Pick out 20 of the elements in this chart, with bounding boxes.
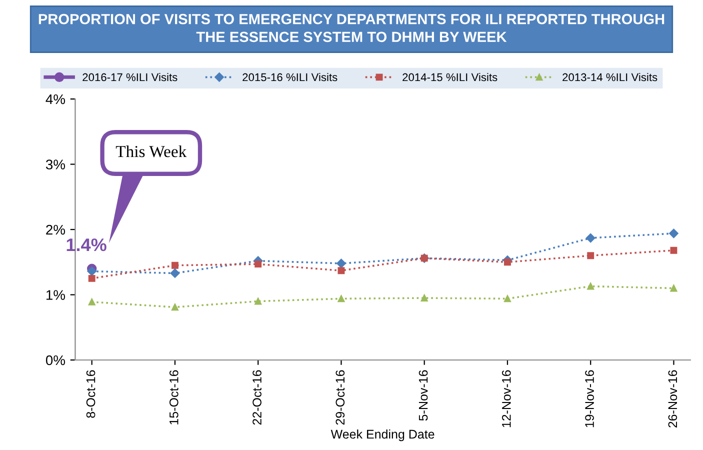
annotation: This Week	[116, 145, 187, 158]
y-tick-label: 2%	[46, 224, 66, 235]
x-tick-label: 5-Nov-16	[418, 370, 428, 421]
legend-label: 2013-14 %ILI Visits	[562, 73, 658, 82]
x-tick-label: 8-Oct-16	[86, 370, 96, 418]
x-tick-label: 12-Nov-16	[502, 370, 511, 428]
x-axis-title: Week Ending Date	[330, 429, 434, 442]
y-tick-label: 3%	[46, 160, 66, 170]
x-tick-label: 29-Oct-16	[336, 370, 345, 425]
x-tick-label: 26-Nov-16	[668, 370, 678, 428]
y-tick-label: 0%	[46, 355, 66, 366]
x-tick-label: 22-Oct-16	[252, 370, 262, 425]
x-tick-label: 15-Oct-16	[169, 370, 178, 424]
y-tick-label: 1%	[46, 290, 66, 300]
legend-label: 2014-15 %ILI Visits	[402, 73, 498, 82]
legend-label: 2016-17 %ILI Visits	[82, 73, 178, 82]
chart-title: PROPORTION OF VISITS TO EMERGENCY DEPARTMENTS FOR ILI REPORTED THROUGH THE ESSENCE SYSTEM TO DHMH BY WEEK	[38, 14, 664, 42]
x-tick-label: 19-Nov-16	[585, 370, 594, 428]
legend-label: 2015-16 %ILI Visits	[242, 73, 338, 82]
y-tick-label: 4%	[46, 94, 66, 104]
